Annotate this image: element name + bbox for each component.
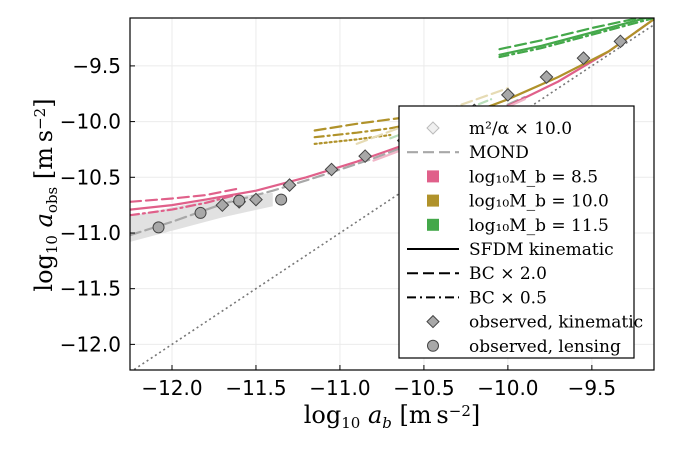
legend-label: log₁₀M_b = 10.0 — [469, 192, 609, 212]
y-tick-label: −9.5 — [72, 54, 121, 78]
legend-label: MOND — [469, 143, 529, 163]
observed-kinematic-point — [539, 70, 554, 84]
series-line — [498, 18, 651, 56]
legend-entry-obs_lens: observed, lensing — [427, 337, 621, 357]
y-axis-title: log10 aobs [m s−2] — [30, 98, 61, 291]
legend-entry-bc2: BC × 2.0 — [407, 264, 547, 284]
legend-swatch — [427, 170, 439, 183]
legend-box — [398, 105, 635, 359]
observed-lensing-point — [275, 193, 288, 206]
observed-lensing-point — [152, 221, 165, 234]
x-tick-label: −10.0 — [477, 376, 538, 400]
legend-swatch — [426, 314, 440, 329]
legend-label: observed, kinematic — [469, 313, 643, 333]
plot-frame — [129, 17, 655, 371]
legend-swatch — [426, 121, 440, 135]
legend-entry-mb85: log₁₀M_b = 8.5 — [427, 167, 598, 187]
observed-kinematic-point — [500, 87, 515, 102]
series-line — [498, 18, 644, 51]
legend-entry-obs_kin: observed, kinematic — [426, 313, 643, 333]
x-tick-label: −11.0 — [309, 376, 370, 400]
legend-entry-sfdm: SFDM kinematic — [407, 240, 614, 260]
observed-kinematic-point — [282, 178, 297, 192]
legend-swatch — [427, 194, 439, 207]
legend-label: SFDM kinematic — [469, 240, 614, 260]
legend: m²/α × 10.0 MOND log₁₀M_b = 8.5 log₁₀M_b = … — [398, 105, 643, 359]
legend-entry-m2alpha: m²/α × 10.0 — [426, 119, 572, 139]
legend-label: log₁₀M_b = 11.5 — [469, 216, 609, 236]
legend-label: log₁₀M_b = 8.5 — [469, 167, 598, 187]
observed-kinematic-point — [324, 162, 339, 177]
legend-swatch — [427, 339, 439, 352]
legend-entry-bc05: BC × 0.5 — [407, 288, 547, 308]
y-tick-label: −10.0 — [60, 110, 121, 134]
legend-entry-mond: MOND — [407, 143, 529, 163]
observed-lensing-point — [194, 206, 207, 219]
legend-label: m²/α × 10.0 — [469, 119, 572, 139]
observed-lensing-point — [233, 194, 246, 207]
series-line — [498, 18, 654, 59]
observed-kinematic-point — [576, 51, 591, 66]
x-tick-label: −10.5 — [393, 376, 454, 400]
observed-kinematic-point — [613, 34, 628, 49]
x-tick-label: −12.0 — [141, 376, 202, 400]
x-axis-title: log10 ab [m s−2] — [304, 401, 481, 432]
legend-label: BC × 0.5 — [469, 288, 547, 308]
x-tick-label: −9.5 — [568, 376, 617, 400]
legend-label: BC × 2.0 — [469, 264, 547, 284]
series-line — [130, 18, 654, 211]
legend-entry-mb115: log₁₀M_b = 11.5 — [427, 216, 609, 236]
observed-kinematic-point — [249, 192, 263, 207]
series-line — [313, 120, 425, 139]
legend-label: observed, lensing — [469, 337, 621, 357]
axis-title-text: log10 ab [m s−2] — [304, 401, 481, 432]
legend-entry-mb10: log₁₀M_b = 10.0 — [427, 192, 609, 212]
x-tick-label: −11.5 — [225, 376, 286, 400]
series-line — [130, 187, 241, 203]
y-tick-label: −10.5 — [60, 165, 121, 189]
axis-title-text: log10 aobs [m s−2] — [30, 98, 61, 291]
observed-kinematic-point — [215, 198, 230, 213]
series-line — [313, 109, 442, 132]
y-tick-label: −11.5 — [60, 277, 121, 301]
axis-ticks: −12.0 −11.5 −11.0 −10.5 −10.0 −9.5−12.0−11.5−… — [60, 54, 616, 400]
y-tick-label: −11.0 — [60, 221, 121, 245]
legend-swatch — [427, 218, 439, 231]
observed-kinematic-point — [358, 149, 373, 164]
y-tick-label: −12.0 — [60, 332, 121, 356]
